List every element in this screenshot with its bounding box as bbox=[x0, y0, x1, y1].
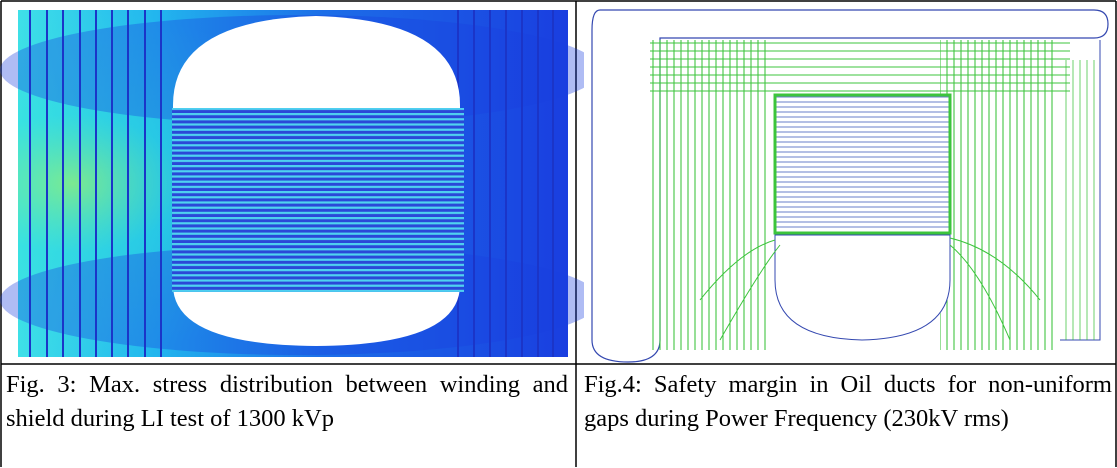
safety-margin-plot bbox=[584, 6, 1112, 362]
stress-plot bbox=[0, 10, 600, 357]
paper-figure-table: Fig. 3: Max. stress distribution between… bbox=[0, 0, 1117, 468]
figure-caption: Fig.4: Safety margin in Oil ducts for no… bbox=[584, 368, 1112, 436]
figure-caption: Fig. 3: Max. stress distribution between… bbox=[6, 368, 568, 436]
